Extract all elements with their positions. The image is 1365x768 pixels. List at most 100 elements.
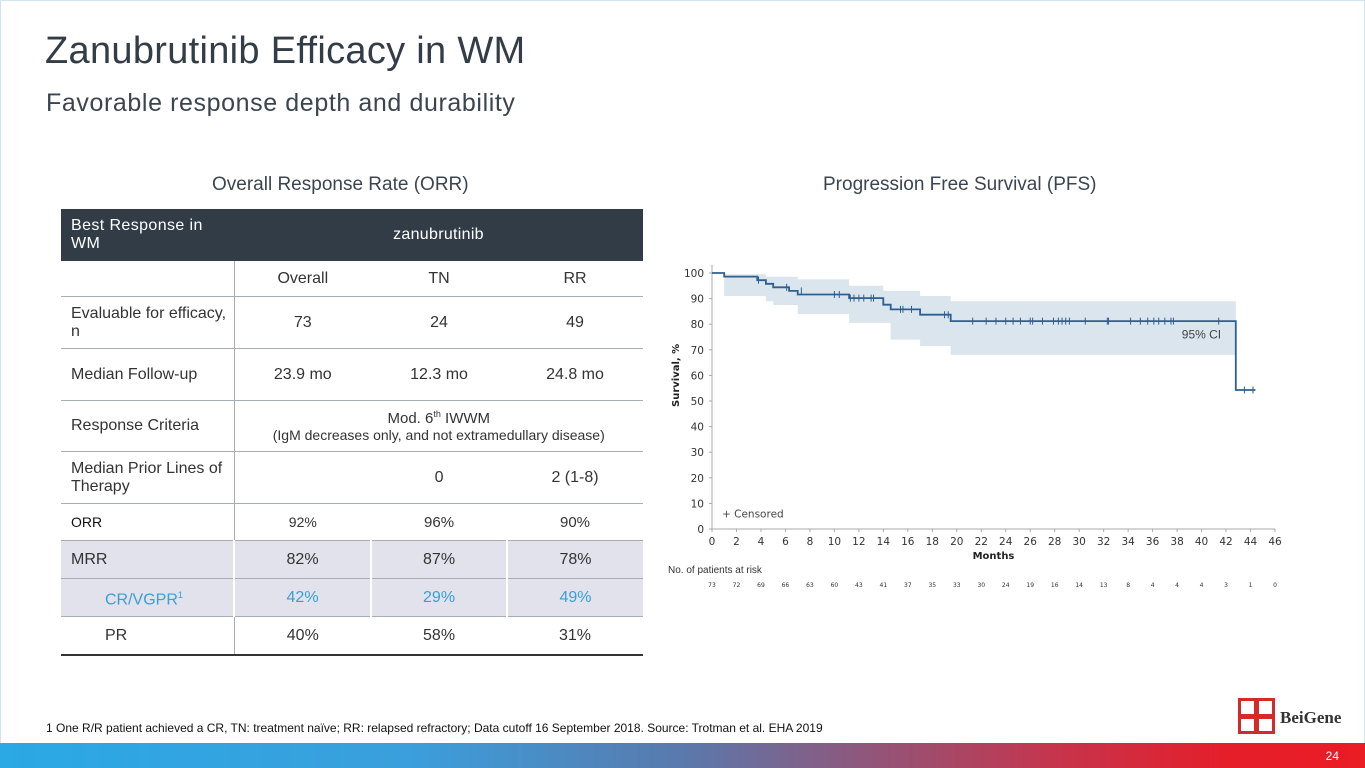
criteria-text: Mod. 6 bbox=[387, 410, 434, 427]
x-tick-label: 24 bbox=[999, 536, 1013, 548]
y-tick-label: 30 bbox=[691, 447, 704, 459]
table-row: Median Follow-up 23.9 mo 12.3 mo 24.8 mo bbox=[61, 348, 643, 401]
table-row: ORR 92% 96% 90% bbox=[61, 503, 643, 541]
x-tick-label: 14 bbox=[877, 536, 891, 548]
logo-text: BeiGene bbox=[1280, 708, 1342, 727]
at-risk-count: 43 bbox=[855, 582, 863, 589]
row-label: Evaluable for efficacy, n bbox=[61, 296, 235, 349]
y-tick-label: 10 bbox=[691, 498, 704, 510]
x-tick-label: 4 bbox=[758, 536, 765, 548]
criteria-tail: IWWM bbox=[440, 410, 491, 427]
criteria-sup: th bbox=[433, 409, 441, 419]
row-label: ORR bbox=[61, 503, 235, 541]
cell-overall: 23.9 mo bbox=[234, 348, 372, 401]
x-tick-label: 10 bbox=[828, 536, 841, 548]
footnote: 1 One R/R patient achieved a CR, TN: tre… bbox=[46, 721, 823, 735]
cell-tn: 87% bbox=[371, 540, 509, 579]
x-tick-label: 12 bbox=[852, 536, 865, 548]
cell-rr: 78% bbox=[507, 540, 643, 579]
y-tick-label: 80 bbox=[691, 319, 704, 331]
cell-overall bbox=[234, 451, 372, 504]
subheader-empty bbox=[61, 261, 235, 297]
at-risk-count: 60 bbox=[831, 582, 839, 589]
y-tick-label: 60 bbox=[691, 370, 704, 382]
at-risk-count: 35 bbox=[928, 582, 936, 589]
cell-rr: 49% bbox=[507, 578, 643, 617]
table-row: MRR 82% 87% 78% bbox=[61, 540, 643, 579]
x-tick-label: 44 bbox=[1244, 536, 1258, 548]
slide-title: Zanubrutinib Efficacy in WM bbox=[45, 30, 526, 72]
header-drug: zanubrutinib bbox=[234, 209, 643, 261]
cell-tn: 29% bbox=[371, 578, 509, 617]
cell-rr: 2 (1-8) bbox=[507, 451, 643, 504]
criteria-sub: (IgM decreases only, and not extramedull… bbox=[272, 427, 605, 443]
table-row: Response Criteria Mod. 6th IWWM (IgM dec… bbox=[61, 400, 644, 452]
y-tick-label: 70 bbox=[691, 345, 704, 357]
at-risk-count: 8 bbox=[1126, 582, 1130, 589]
x-tick-label: 2 bbox=[733, 536, 740, 548]
cell-rr: 90% bbox=[507, 503, 643, 541]
cell-response-criteria: Mod. 6th IWWM (IgM decreases only, and n… bbox=[234, 400, 644, 452]
x-tick-label: 22 bbox=[975, 536, 988, 548]
y-tick-label: 50 bbox=[691, 396, 704, 408]
x-tick-label: 40 bbox=[1195, 536, 1208, 548]
x-tick-label: 36 bbox=[1146, 536, 1160, 548]
x-tick-label: 18 bbox=[926, 536, 939, 548]
at-risk-count: 16 bbox=[1051, 582, 1059, 589]
y-tick-label: 20 bbox=[691, 473, 704, 485]
cell-overall: 40% bbox=[234, 616, 372, 656]
at-risk-count: 4 bbox=[1200, 582, 1204, 589]
table-row: Median Prior Lines of Therapy 0 2 (1-8) bbox=[61, 451, 643, 504]
criteria-main: Mod. 6th IWWM bbox=[235, 409, 644, 427]
at-risk-label: No. of patients at risk bbox=[668, 565, 763, 576]
at-risk-count: 0 bbox=[1273, 582, 1277, 589]
y-tick-label: 100 bbox=[684, 268, 704, 280]
page-number: 24 bbox=[1325, 749, 1339, 763]
cell-rr: 24.8 mo bbox=[507, 348, 643, 401]
at-risk-count: 73 bbox=[708, 582, 716, 589]
at-risk-count: 13 bbox=[1100, 582, 1108, 589]
at-risk-count: 37 bbox=[904, 582, 912, 589]
cell-tn: 0 bbox=[371, 451, 508, 504]
cell-overall: 92% bbox=[234, 503, 372, 541]
cell-rr: 31% bbox=[507, 616, 643, 656]
cell-tn: 24 bbox=[371, 296, 508, 349]
cell-overall: 73 bbox=[234, 296, 372, 349]
x-tick-label: 20 bbox=[950, 536, 963, 548]
y-tick-label: 90 bbox=[691, 294, 704, 306]
pfs-section-title: Progression Free Survival (PFS) bbox=[823, 174, 1097, 195]
at-risk-count: 14 bbox=[1075, 582, 1083, 589]
row-label-text: CR/VGPR bbox=[105, 591, 178, 609]
y-tick-label: 0 bbox=[697, 524, 704, 536]
row-label: PR bbox=[61, 616, 235, 656]
x-tick-label: 6 bbox=[782, 536, 789, 548]
subheader-overall: Overall bbox=[234, 261, 372, 297]
at-risk-count: 24 bbox=[1002, 582, 1010, 589]
at-risk-count: 69 bbox=[757, 582, 765, 589]
table-row: CR/VGPR1 42% 29% 49% bbox=[61, 578, 643, 617]
at-risk-count: 19 bbox=[1026, 582, 1034, 589]
row-label: Median Prior Lines of Therapy bbox=[61, 451, 235, 504]
at-risk-count: 3 bbox=[1224, 582, 1228, 589]
at-risk-count: 33 bbox=[953, 582, 961, 589]
x-tick-label: 16 bbox=[901, 536, 915, 548]
x-axis-label: Months bbox=[973, 551, 1015, 562]
cell-tn: 12.3 mo bbox=[371, 348, 508, 401]
cell-tn: 96% bbox=[371, 503, 508, 541]
x-tick-label: 30 bbox=[1072, 536, 1085, 548]
footnote-marker: 1 bbox=[177, 589, 183, 600]
logo-mark-icon bbox=[1238, 698, 1275, 734]
ci-band bbox=[712, 273, 1236, 355]
ci-label: 95% CI bbox=[1182, 327, 1221, 341]
header-best-response: Best Response in WM bbox=[61, 209, 234, 261]
at-risk-count: 30 bbox=[977, 582, 985, 589]
cell-overall: 82% bbox=[234, 540, 373, 579]
x-tick-label: 42 bbox=[1219, 536, 1232, 548]
at-risk-count: 72 bbox=[733, 582, 741, 589]
subheader-rr: RR bbox=[507, 261, 643, 297]
cell-overall: 42% bbox=[234, 578, 373, 617]
row-label: Response Criteria bbox=[61, 400, 235, 452]
orr-table: Best Response in WM zanubrutinib Overall… bbox=[61, 209, 643, 656]
y-tick-label: 40 bbox=[691, 422, 704, 434]
table-row: Evaluable for efficacy, n 73 24 49 bbox=[61, 296, 643, 349]
